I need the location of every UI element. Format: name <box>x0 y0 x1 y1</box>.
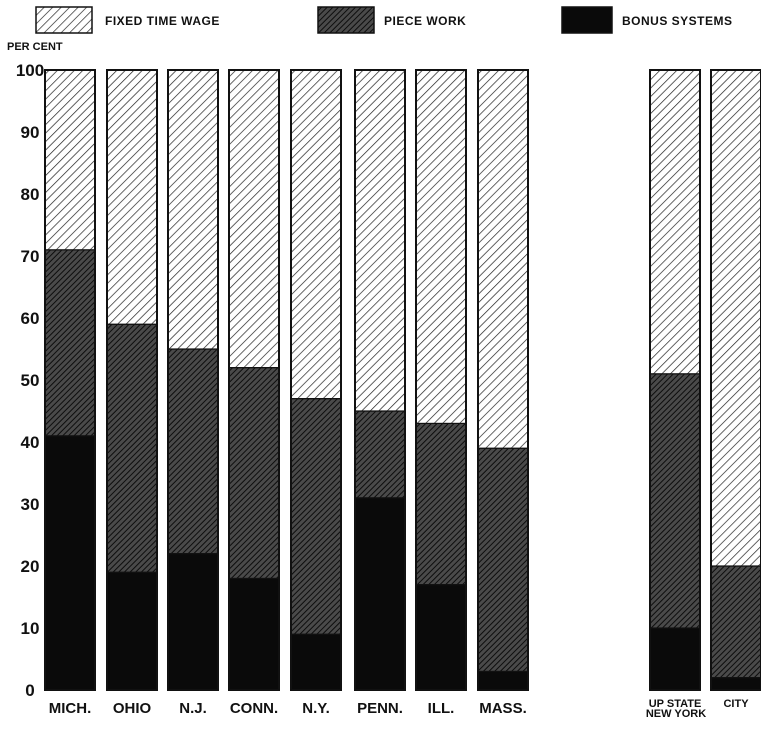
legend-item-piece-work: PIECE WORK <box>317 6 466 34</box>
bar-segment-fixed-time-wage <box>354 69 406 412</box>
bar-segment-piece-work <box>44 249 96 437</box>
bar-outline <box>44 69 96 691</box>
y-tick-label: 20 <box>21 557 40 576</box>
bar-outline <box>354 69 406 691</box>
y-tick-label: 0 <box>25 681 34 700</box>
bar-segment-bonus-systems <box>167 552 219 691</box>
bar-outline <box>106 69 158 691</box>
bar-segment-piece-work <box>477 447 529 673</box>
bar-segment-bonus-systems <box>106 571 158 691</box>
bar-segment-bonus-systems <box>649 627 701 691</box>
bar-segment-bonus-systems <box>228 577 280 691</box>
bar-segment-piece-work <box>290 398 342 635</box>
x-tick-label-n-j: N.J. <box>179 700 207 717</box>
bar-segment-fixed-time-wage <box>106 69 158 325</box>
bar-segment-fixed-time-wage <box>290 69 342 400</box>
bar-group-conn <box>228 69 280 691</box>
y-tick-label: 60 <box>21 309 40 328</box>
bar-group-ill <box>415 69 467 691</box>
bar-segment-fixed-time-wage <box>44 69 96 251</box>
bar-segment-fixed-time-wage <box>710 69 761 567</box>
y-tick-label: 30 <box>21 495 40 514</box>
legend: FIXED TIME WAGE PIECE WORK BONUS SYSTEMS <box>35 6 733 34</box>
bar-group-city <box>710 69 761 691</box>
x-tick-label-ill: ILL. <box>428 700 455 717</box>
x-tick-label-up-state: UP STATE <box>649 698 702 710</box>
legend-swatch-bonus <box>561 6 613 34</box>
bar-segment-fixed-time-wage <box>415 69 467 424</box>
bar-group-mich <box>44 69 96 691</box>
group-label-new-york: NEW YORK <box>646 708 706 720</box>
legend-swatch-piece <box>317 6 375 34</box>
y-tick-label: 50 <box>21 371 40 390</box>
bar-segment-piece-work <box>354 410 406 499</box>
legend-label-fixed: FIXED TIME WAGE <box>105 14 220 28</box>
bar-outline <box>415 69 467 691</box>
bar-group-mass <box>477 69 529 691</box>
bar-segment-piece-work <box>415 422 467 586</box>
bar-segment-bonus-systems <box>710 676 761 691</box>
bar-segment-fixed-time-wage <box>477 69 529 449</box>
y-axis-ticks: 0 10 20 30 40 50 60 70 80 90 100 <box>16 61 44 700</box>
bar-group-n-j <box>167 69 219 691</box>
bar-outline <box>649 69 701 691</box>
legend-swatch-fixed <box>35 6 93 34</box>
y-tick-label: 40 <box>21 433 40 452</box>
bar-segment-piece-work <box>228 367 280 580</box>
bar-segment-fixed-time-wage <box>167 69 219 350</box>
x-tick-label-mass: MASS. <box>479 700 527 717</box>
x-tick-label-mich: MICH. <box>49 700 92 717</box>
bars <box>44 69 761 691</box>
x-tick-label-n-y: N.Y. <box>302 700 330 717</box>
bar-segment-bonus-systems <box>290 633 342 691</box>
x-tick-label-city: CITY <box>723 698 749 710</box>
bar-segment-piece-work <box>649 373 701 629</box>
bar-group-n-y <box>290 69 342 691</box>
legend-item-fixed-time-wage: FIXED TIME WAGE <box>35 6 220 34</box>
y-axis-label: PER CENT <box>7 41 63 53</box>
bar-segment-bonus-systems <box>477 670 529 691</box>
legend-label-bonus: BONUS SYSTEMS <box>622 14 733 28</box>
y-tick-label: 90 <box>21 123 40 142</box>
bar-segment-fixed-time-wage <box>228 69 280 369</box>
bar-outline <box>710 69 761 691</box>
bar-segment-piece-work <box>167 348 219 555</box>
x-tick-label-ohio: OHIO <box>113 700 152 717</box>
bar-outline <box>290 69 342 691</box>
bar-group-up-state <box>649 69 701 691</box>
y-tick-label: 80 <box>21 185 40 204</box>
y-tick-label: 70 <box>21 247 40 266</box>
bar-segment-bonus-systems <box>415 583 467 691</box>
bar-outline <box>167 69 219 691</box>
y-tick-label: 10 <box>21 619 40 638</box>
bar-segment-fixed-time-wage <box>649 69 701 375</box>
x-axis-labels: MICH. OHIO N.J. CONN. N.Y. PENN. ILL. MASS. UP S… <box>49 698 749 717</box>
bar-group-ohio <box>106 69 158 691</box>
bar-segment-bonus-systems <box>354 497 406 691</box>
legend-label-piece: PIECE WORK <box>384 14 466 28</box>
bar-outline <box>477 69 529 691</box>
bar-outline <box>228 69 280 691</box>
x-tick-label-conn: CONN. <box>230 700 278 717</box>
bar-segment-bonus-systems <box>44 435 96 691</box>
x-tick-label-penn: PENN. <box>357 700 403 717</box>
bar-segment-piece-work <box>106 323 158 573</box>
y-tick-label: 100 <box>16 61 44 80</box>
bar-segment-piece-work <box>710 565 761 679</box>
legend-item-bonus-systems: BONUS SYSTEMS <box>561 6 733 34</box>
bar-group-penn <box>354 69 406 691</box>
